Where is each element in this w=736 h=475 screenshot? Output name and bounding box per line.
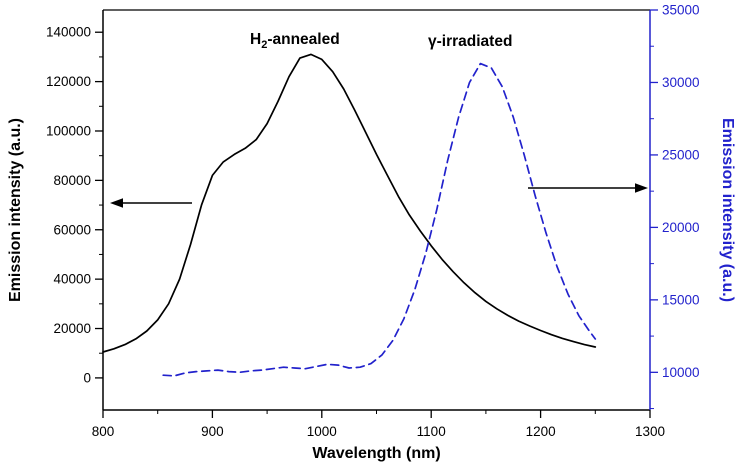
y-right-tick-label: 30000 bbox=[662, 75, 700, 90]
x-tick-label: 900 bbox=[201, 424, 224, 439]
series-h2-annealed bbox=[102, 53, 597, 353]
y-left-tick-label: 100000 bbox=[46, 123, 91, 138]
y-left-tick-label: 60000 bbox=[53, 222, 91, 237]
series-gamma-irradiated bbox=[162, 62, 597, 377]
y-left-tick-label: 0 bbox=[83, 370, 91, 385]
y-right-tick-label: 25000 bbox=[662, 147, 700, 162]
x-tick-label: 800 bbox=[92, 424, 115, 439]
annotation-h2-annealed-post: -annealed bbox=[267, 31, 340, 48]
y-right-axis-title: Emission intensity (a.u.) bbox=[719, 118, 736, 302]
x-axis-title: Wavelength (nm) bbox=[312, 445, 440, 462]
y-right-tick-label: 10000 bbox=[662, 365, 700, 380]
y-left-tick-label: 120000 bbox=[46, 74, 91, 89]
y-left-axis-title: Emission intensity (a.u.) bbox=[7, 118, 24, 302]
y-right-tick-label: 15000 bbox=[662, 292, 700, 307]
annotation-h2-annealed: H2-annealed bbox=[250, 31, 340, 51]
x-tick-label: 1100 bbox=[417, 424, 446, 439]
y-right-tick-label: 20000 bbox=[662, 220, 700, 235]
y-left-tick-label: 20000 bbox=[53, 321, 91, 336]
y-left-tick-label: 140000 bbox=[46, 25, 91, 40]
x-tick-label: 1300 bbox=[635, 424, 665, 439]
y-right-tick-label: 35000 bbox=[662, 3, 700, 18]
x-tick-label: 1200 bbox=[526, 424, 556, 439]
annotation-h2-annealed-pre: H bbox=[250, 31, 262, 48]
annotation-h2-annealed-sub: 2 bbox=[261, 39, 268, 52]
y-left-tick-label: 80000 bbox=[53, 173, 91, 188]
annotation-gamma-irradiated: γ-irradiated bbox=[428, 33, 513, 50]
right-axis-pointer-arrowhead bbox=[635, 183, 648, 193]
left-axis-pointer-arrowhead bbox=[110, 198, 123, 208]
y-left-tick-label: 40000 bbox=[53, 272, 91, 287]
x-tick-label: 1000 bbox=[307, 424, 337, 439]
